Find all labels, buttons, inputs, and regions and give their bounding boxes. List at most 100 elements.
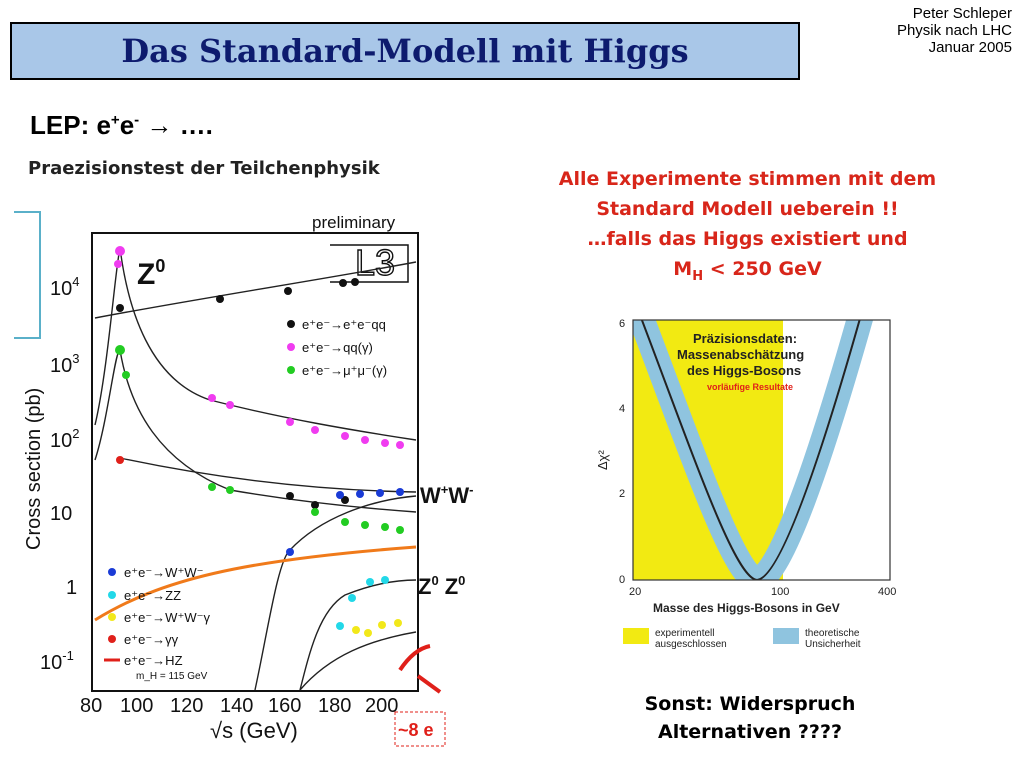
box-note: vorläufige Resultate <box>707 382 793 392</box>
legend-entry: e⁺e⁻→W⁺W⁻γ <box>124 610 210 625</box>
data-point <box>356 490 364 498</box>
data-point <box>378 621 386 629</box>
statement-line: Alle Experimente stimmen mit dem <box>558 168 937 190</box>
author-course: Physik nach LHC <box>896 22 1012 39</box>
data-point <box>394 619 402 627</box>
curve-zz <box>299 579 417 691</box>
data-point <box>115 345 125 355</box>
legend-entry: e⁺e⁻→qq(γ) <box>302 340 373 355</box>
x-tick-label: 20 <box>629 586 641 598</box>
arrow-icon: → <box>146 110 173 140</box>
curve-other <box>119 457 417 493</box>
x-axis-label: √s (GeV) <box>210 718 298 743</box>
conclusion: Sonst: Widerspruch Alternativen ???? <box>560 690 940 746</box>
y-tick-label: 103 <box>50 351 79 377</box>
label-z0: Z0 <box>137 256 165 291</box>
page-title: Das Standard-Modell mit Higgs <box>10 22 800 80</box>
data-point <box>364 629 372 637</box>
statement-mass-line: MH < 250 GeV <box>673 258 822 284</box>
data-point <box>216 295 224 303</box>
data-point <box>311 508 319 516</box>
data-point <box>336 491 344 499</box>
data-point <box>208 483 216 491</box>
corner-box <box>394 711 446 747</box>
curve-mumu <box>94 349 417 513</box>
x-tick-label: 120 <box>170 695 203 717</box>
legend-swatch <box>623 628 649 644</box>
y-tick-label: 4 <box>619 403 625 415</box>
x-tick-label: 100 <box>771 586 789 598</box>
subheading: Praezisionstest der Teilchenphysik <box>28 158 380 179</box>
legend-label: ausgeschlossen <box>655 639 727 650</box>
data-point <box>381 523 389 531</box>
conclusion-line: Alternativen ???? <box>658 721 842 743</box>
y-tick-label: 10 <box>50 503 72 525</box>
legend-marker <box>287 320 295 328</box>
data-point <box>341 432 349 440</box>
data-point <box>116 304 124 312</box>
x-tick-label: 180 <box>318 695 351 717</box>
legend-marker <box>287 366 295 374</box>
legend-entry: e⁺e⁻→γγ <box>124 632 179 647</box>
legend-entry: e⁺e⁻→ZZ <box>124 588 181 603</box>
legend-label: experimentell <box>655 628 714 639</box>
x-tick-label: 100 <box>120 695 153 717</box>
y-axis-label: Δχ² <box>595 449 610 470</box>
legend-marker <box>287 343 295 351</box>
box-title-line: Massenabschätzung <box>677 347 804 362</box>
data-point <box>352 626 360 634</box>
statement-line: Standard Modell ueberein !! <box>596 198 899 220</box>
x-axis-label: Masse des Higgs-Bosons in GeV <box>653 601 840 615</box>
data-point <box>226 486 234 494</box>
data-point <box>396 488 404 496</box>
x-tick-label: 160 <box>268 695 301 717</box>
legend-swatch <box>773 628 799 644</box>
author-date: Januar 2005 <box>928 39 1012 56</box>
data-points <box>114 246 404 637</box>
conclusion-line: Sonst: Widerspruch <box>644 693 856 715</box>
higgs-legend: experimentell ausgeschlossen theoretisch… <box>623 628 861 650</box>
data-point <box>361 521 369 529</box>
y-tick-labels: 0 2 4 6 <box>619 318 625 586</box>
curve-gammagamma <box>94 545 417 622</box>
curve-eeqq <box>94 261 417 319</box>
legend-top: e⁺e⁻→e⁺e⁻qq e⁺e⁻→qq(γ) e⁺e⁻→μ⁺μ⁻(γ) <box>287 317 387 378</box>
y-tick-label: 102 <box>50 426 79 452</box>
y-tick-labels: 104 103 102 10 1 10-1 <box>40 274 79 674</box>
data-point <box>396 526 404 534</box>
data-point <box>311 426 319 434</box>
red-arrow-icon <box>416 674 442 694</box>
data-point <box>341 496 349 504</box>
data-point <box>116 456 124 464</box>
y-tick-label: 6 <box>619 318 625 330</box>
y-tick-label: 10-1 <box>40 648 74 674</box>
data-point <box>341 518 349 526</box>
data-point <box>366 578 374 586</box>
data-point <box>115 246 125 256</box>
data-point <box>361 436 369 444</box>
data-point <box>122 371 130 379</box>
highlight-statement: Alle Experimente stimmen mit dem Standar… <box>470 164 1024 292</box>
experiment-label: L3 <box>355 242 395 283</box>
label-zz: Z0 Z0 <box>418 573 465 599</box>
legend-marker <box>108 591 116 599</box>
x-tick-labels: 80 100 120 140 160 180 200 <box>80 695 398 717</box>
legend-entry: e⁺e⁻→HZ <box>124 653 183 668</box>
data-point <box>208 394 216 402</box>
curve-ww <box>254 495 417 691</box>
legend-label: Unsicherheit <box>805 639 861 650</box>
legend-entry: e⁺e⁻→e⁺e⁻qq <box>302 317 386 332</box>
data-point <box>226 401 234 409</box>
data-point <box>286 418 294 426</box>
author-name: Peter Schleper <box>912 5 1012 22</box>
data-point <box>339 279 347 287</box>
y-tick-label: 1 <box>66 577 77 599</box>
data-point <box>114 260 122 268</box>
chi2-curve <box>640 320 861 580</box>
legend-entry: e⁺e⁻→μ⁺μ⁻(γ) <box>302 363 387 378</box>
legend-entry: e⁺e⁻→W⁺W⁻ <box>124 565 203 580</box>
data-point <box>376 489 384 497</box>
data-point <box>336 622 344 630</box>
theory-curves <box>94 247 417 691</box>
data-point <box>381 439 389 447</box>
